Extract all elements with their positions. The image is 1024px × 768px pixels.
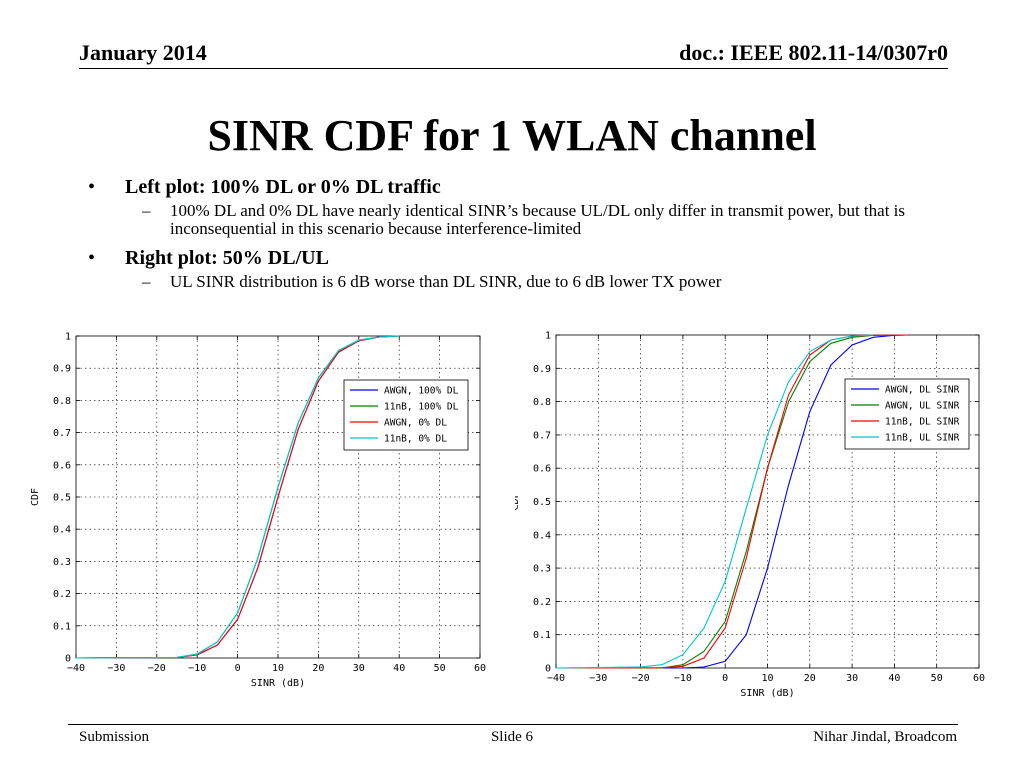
y-tick-label: 0.5 [533, 497, 551, 508]
x-tick-label: 40 [888, 673, 900, 684]
header-date: January 2014 [79, 40, 207, 65]
y-tick-label: 0.9 [53, 364, 71, 375]
slide-title: SINR CDF for 1 WLAN channel [207, 111, 817, 160]
y-tick-label: 0.2 [533, 597, 551, 608]
footer-submission: Submission [79, 729, 150, 745]
series-line [556, 334, 908, 669]
x-tick-label: 40 [393, 663, 405, 674]
legend-entry: 11nB, 100% DL [384, 402, 459, 413]
x-tick-label: 0 [235, 663, 241, 674]
x-tick-label: 20 [804, 673, 816, 684]
sub-bullet: – 100% DL and 0% DL have nearly identica… [88, 202, 948, 238]
y-tick-label: 0.5 [53, 493, 71, 504]
bullet-left-plot: • Left plot: 100% DL or 0% DL traffic [88, 175, 948, 199]
x-tick-label: 10 [272, 663, 284, 674]
dash-icon: – [142, 272, 151, 291]
y-tick-label: 0.8 [533, 397, 551, 408]
y-tick-label: 0.1 [533, 630, 551, 641]
series-line [555, 334, 874, 669]
bullet-dot-icon: • [88, 176, 96, 198]
x-tick-label: 30 [353, 663, 365, 674]
y-tick-label: 0.6 [53, 460, 71, 471]
x-tick-label: −40 [67, 663, 85, 674]
x-tick-label: 20 [312, 663, 324, 674]
y-tick-label: 0.4 [533, 530, 551, 541]
x-tick-label: −40 [547, 673, 565, 684]
y-tick-label: 0.6 [533, 464, 551, 475]
y-tick-label: 0 [545, 664, 551, 675]
header-rule [79, 68, 948, 69]
x-tick-label: 60 [973, 673, 985, 684]
x-tick-label: 10 [761, 673, 773, 684]
x-tick-label: −30 [107, 663, 125, 674]
chart-left-cdf: −40 −30 −20 −10 0 10 20 30 40 50 60 0 0.1 0.2 0.3 0.4 0.… [30, 326, 492, 694]
x-tick-label: 50 [931, 673, 943, 684]
x-axis-label: SINR (dB) [740, 688, 794, 699]
bullet-dot-icon: • [88, 247, 96, 269]
x-tick-label: −30 [589, 673, 607, 684]
legend-entry: AWGN, 0% DL [384, 418, 447, 429]
x-tick-label: 0 [722, 673, 728, 684]
dash-icon: – [142, 201, 151, 220]
y-tick-label: 0.3 [533, 564, 551, 575]
y-tick-label: 0.1 [53, 621, 71, 632]
x-tick-label: 30 [846, 673, 858, 684]
y-tick-label: 0.9 [533, 364, 551, 375]
y-tick-label: 0.4 [53, 525, 71, 536]
footer-author: Nihar Jindal, Broadcom [813, 729, 957, 745]
y-tick-label: 0.7 [533, 430, 551, 441]
legend-entry: 11nB, 0% DL [384, 434, 447, 445]
bullet-list: • Left plot: 100% DL or 0% DL traffic – … [88, 175, 948, 299]
legend-entry: AWGN, UL SINR [885, 401, 960, 412]
series-line [75, 335, 400, 659]
sub-bullet-text: 100% DL and 0% DL have nearly identical … [170, 201, 906, 238]
y-tick-label: 0.7 [53, 428, 71, 439]
footer-slide-number: Slide 6 [490, 729, 534, 745]
x-tick-label: −10 [674, 673, 692, 684]
x-tick-label: 60 [474, 663, 486, 674]
bullet-right-plot: • Right plot: 50% DL/UL [88, 246, 948, 270]
x-axis-label: SINR (dB) [251, 678, 305, 689]
y-tick-label: 0.8 [53, 396, 71, 407]
legend-entry: 11nB, DL SINR [885, 417, 960, 428]
legend-entry: 11nB, UL SINR [885, 433, 960, 444]
x-tick-label: −10 [188, 663, 206, 674]
legend-entry: AWGN, 100% DL [384, 386, 459, 397]
legend-entry: AWGN, DL SINR [885, 385, 960, 396]
footer-rule [68, 724, 958, 725]
y-tick-label: 0.3 [53, 557, 71, 568]
y-tick-label: 0.2 [53, 589, 71, 600]
y-axis-label: CDF [515, 492, 521, 510]
x-tick-label: −20 [148, 663, 166, 674]
x-tick-label: 50 [434, 663, 446, 674]
y-axis-label: CDF [30, 488, 41, 506]
bullet-text: Left plot: 100% DL or 0% DL traffic [125, 176, 441, 198]
y-tick-label: 1 [545, 331, 551, 342]
x-tick-label: −20 [632, 673, 650, 684]
sub-bullet-text: UL SINR distribution is 6 dB worse than … [170, 272, 722, 291]
sub-bullet: – UL SINR distribution is 6 dB worse tha… [88, 273, 948, 291]
y-tick-label: 1 [65, 332, 71, 343]
header-doc-number: doc.: IEEE 802.11-14/0307r0 [679, 40, 948, 65]
y-tick-label: 0 [65, 654, 71, 665]
bullet-text: Right plot: 50% DL/UL [125, 247, 329, 269]
chart-right-cdf: −40 −30 −20 −10 0 10 20 30 40 50 60 0 0.1 0.2 0.3 0.4 0.… [515, 326, 989, 704]
